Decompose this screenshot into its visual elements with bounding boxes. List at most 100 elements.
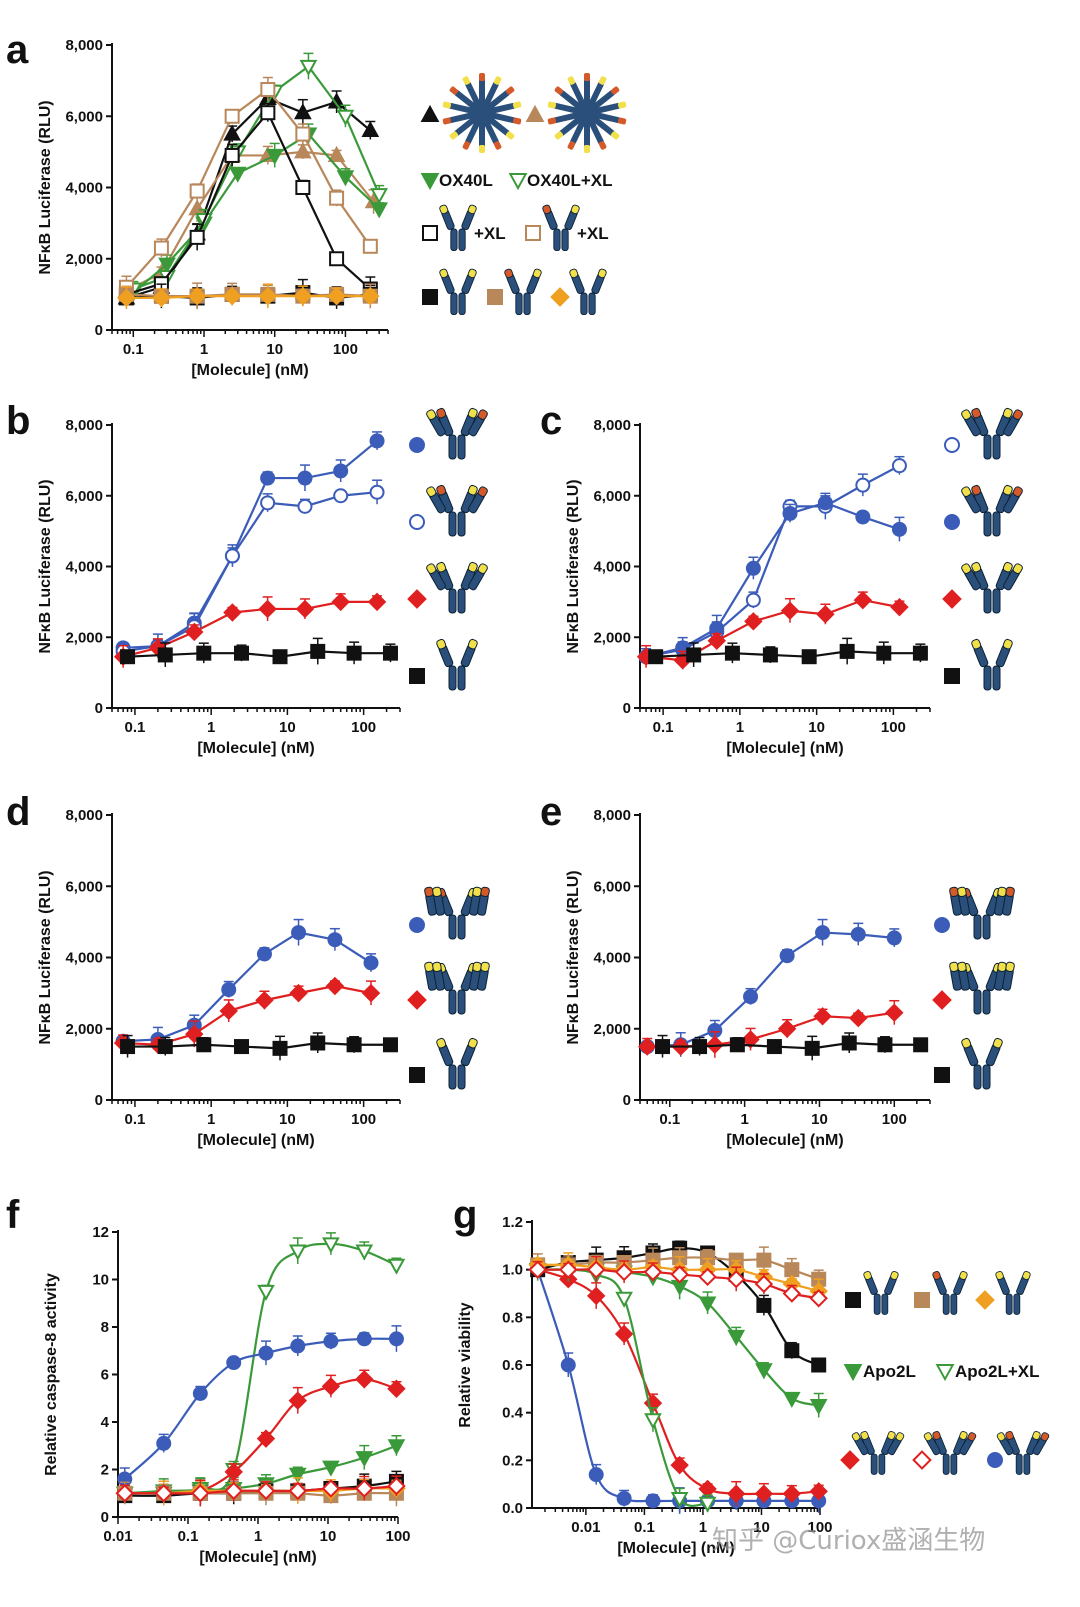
- data-point: [185, 622, 204, 642]
- data-point: [754, 1484, 774, 1503]
- antibody-glyph: [995, 1271, 1031, 1315]
- data-point: [726, 1269, 746, 1289]
- y-tick-label: 6,000: [65, 488, 103, 505]
- y-tick-label: 2,000: [593, 1021, 631, 1038]
- data-point: [228, 166, 247, 183]
- series-line: [132, 132, 380, 294]
- data-point: [258, 286, 278, 306]
- legend-label: +XL: [474, 224, 506, 243]
- data-point: [913, 1037, 929, 1053]
- legend-marker: [944, 437, 960, 453]
- legend-c: [942, 407, 1023, 691]
- legend-marker: [487, 289, 503, 305]
- data-point: [346, 1037, 362, 1053]
- data-point: [586, 1260, 606, 1279]
- data-point: [815, 925, 831, 941]
- y-tick-label: 8: [101, 1319, 109, 1336]
- x-tick-label: 0.1: [123, 341, 144, 358]
- chart-panel-d: d 0 2,000 4,000 6,000 8,000 0.1 1 10 100 [Molecule…: [6, 790, 490, 1149]
- y-tick-label: 0.8: [502, 1309, 523, 1326]
- x-tick-label: 100: [881, 719, 906, 736]
- data-point: [157, 647, 173, 663]
- y-tick-label: 0.6: [502, 1357, 523, 1374]
- y-tick-label: 4,000: [65, 950, 103, 967]
- data-point: [224, 548, 240, 564]
- data-point: [744, 612, 763, 631]
- x-tick-label: 100: [385, 1528, 410, 1545]
- data-point: [226, 1355, 242, 1371]
- data-point: [260, 82, 276, 98]
- legend-g: Apo2L Apo2L+XL: [840, 1271, 1050, 1475]
- legend-label: +XL: [577, 224, 609, 243]
- data-point: [329, 251, 345, 267]
- data-point: [809, 1482, 828, 1501]
- data-point: [260, 105, 276, 121]
- x-tick-label: 100: [351, 1111, 376, 1128]
- data-point: [154, 1484, 173, 1503]
- series-red-open: [528, 1255, 828, 1308]
- data-point: [234, 1039, 250, 1055]
- y-tick-label: 2,000: [65, 629, 103, 646]
- antibody-glyph: [961, 1037, 1003, 1090]
- data-point: [369, 433, 385, 449]
- data-point: [616, 1490, 632, 1506]
- legend-marker: [934, 1067, 950, 1083]
- data-point: [297, 498, 313, 514]
- data-point: [321, 1377, 341, 1396]
- x-tick-label: 0.1: [125, 719, 146, 736]
- data-point: [234, 645, 250, 661]
- x-tick-label: 10: [320, 1528, 337, 1545]
- data-point: [189, 229, 205, 245]
- y-tick-label: 0: [95, 322, 103, 339]
- antibody-glyph: [971, 638, 1013, 691]
- x-tick-label: 10: [266, 341, 283, 358]
- data-point: [745, 592, 761, 608]
- antibody-glyph: [424, 886, 490, 940]
- data-point: [321, 1479, 341, 1498]
- series-red: [638, 999, 904, 1058]
- data-point: [784, 1343, 800, 1359]
- data-point: [196, 645, 212, 661]
- legend-label: OX40L: [439, 171, 493, 190]
- data-point: [322, 1237, 340, 1254]
- legend-marker: [407, 990, 427, 1010]
- data-point: [196, 1037, 212, 1053]
- data-point: [729, 1037, 745, 1053]
- data-point: [698, 1479, 717, 1499]
- data-point: [762, 647, 778, 663]
- data-point: [745, 560, 761, 576]
- data-point: [817, 495, 833, 511]
- legend-b: [407, 407, 488, 691]
- data-point: [291, 925, 307, 941]
- data-point: [191, 1484, 210, 1503]
- data-point: [272, 1040, 288, 1056]
- legend-label: OX40L+XL: [527, 171, 613, 190]
- y-tick-label: 8,000: [65, 37, 103, 54]
- data-point: [588, 1467, 604, 1483]
- data-point: [361, 286, 380, 306]
- data-point: [387, 1476, 406, 1496]
- x-tick-label: 0.1: [178, 1528, 199, 1545]
- legend-marker: [422, 289, 438, 305]
- data-point: [670, 1265, 689, 1284]
- antibody-glyph: [424, 961, 490, 1015]
- data-point: [886, 930, 902, 946]
- x-tick-label: 100: [333, 341, 358, 358]
- data-point: [784, 1262, 800, 1278]
- data-point: [756, 1252, 772, 1268]
- antibody-glyph: [961, 484, 1023, 537]
- data-point: [336, 109, 355, 126]
- y-axis-label: NFκB Luciferase (RLU): [565, 870, 582, 1044]
- data-point: [189, 183, 205, 199]
- data-point: [295, 599, 315, 619]
- legend-marker: [525, 104, 545, 122]
- x-tick-label: 0.1: [634, 1519, 655, 1536]
- data-point: [782, 1284, 802, 1303]
- data-point: [295, 126, 311, 142]
- y-axis-label: NFκB Luciferase (RLU): [37, 870, 54, 1044]
- data-point: [265, 148, 284, 165]
- data-point: [643, 1262, 663, 1282]
- legend-marker: [420, 104, 440, 122]
- series-blue-open: [638, 455, 907, 665]
- y-tick-label: 8,000: [593, 807, 631, 824]
